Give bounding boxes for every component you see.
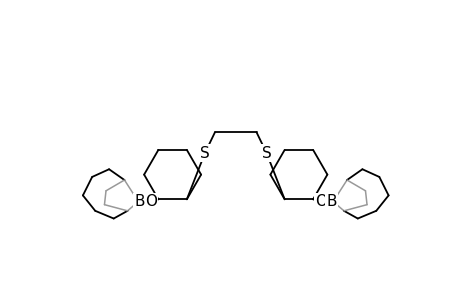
Text: O: O — [144, 194, 157, 209]
Text: O: O — [314, 194, 326, 209]
Text: S: S — [200, 146, 209, 160]
Text: B: B — [325, 194, 336, 209]
Text: B: B — [134, 194, 145, 209]
Text: S: S — [261, 146, 271, 160]
